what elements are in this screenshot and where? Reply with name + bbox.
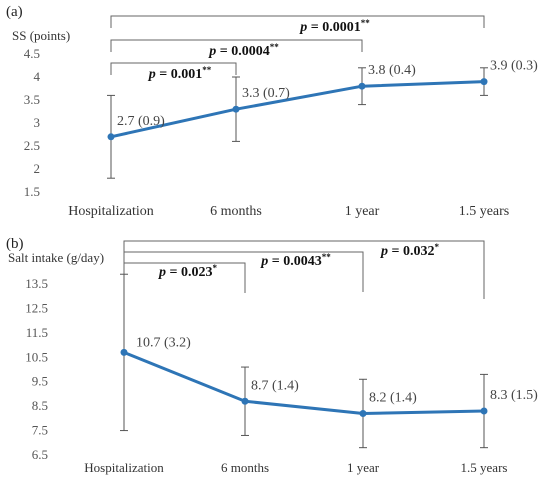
y-tick-label: 11.5 (26, 325, 48, 340)
x-tick-label: 1.5 years (461, 460, 508, 475)
y-tick-label: 3.5 (24, 92, 40, 107)
y-tick-label: 13.5 (25, 276, 48, 291)
data-label: 3.9 (0.3) (490, 59, 538, 74)
y-tick-label: 4.5 (24, 46, 40, 61)
series-line (123, 351, 485, 415)
y-tick-label: 7.5 (32, 423, 48, 438)
data-point (358, 82, 366, 90)
significance-bracket (110, 62, 237, 75)
y-tick-label: 6.5 (32, 447, 48, 462)
p-value-label: p = 0.023* (158, 263, 217, 280)
panel-label: (a) (6, 4, 23, 20)
x-tick-label: 6 months (210, 204, 262, 219)
data-label: 8.2 (1.4) (369, 390, 417, 405)
x-tick-label: 1.5 years (459, 204, 510, 219)
p-value-label: p = 0.0004** (208, 42, 279, 59)
data-label: 2.7 (0.9) (117, 114, 165, 129)
data-point (480, 78, 488, 86)
data-point (359, 409, 367, 417)
y-axis-label: Salt intake (g/day) (8, 250, 104, 265)
data-point (241, 397, 249, 405)
y-tick-label: 9.5 (32, 374, 48, 389)
x-tick-label: 1 year (347, 460, 380, 475)
data-label: 10.7 (3.2) (136, 335, 191, 350)
x-tick-label: Hospitalization (68, 204, 154, 219)
data-label: 3.3 (0.7) (242, 86, 290, 101)
y-tick-label: 2 (34, 161, 41, 176)
p-value-label: p = 0.001** (148, 65, 212, 82)
p-value-label: p = 0.0001** (299, 18, 370, 35)
x-tick-label: Hospitalization (84, 460, 164, 475)
data-point (120, 348, 128, 356)
y-tick-label: 1.5 (24, 184, 40, 199)
data-point (480, 407, 488, 415)
data-point (232, 105, 240, 113)
data-label: 3.8 (0.4) (368, 63, 416, 78)
p-value-label: p = 0.032* (380, 242, 439, 259)
y-tick-label: 8.5 (32, 398, 48, 413)
data-label: 8.7 (1.4) (251, 378, 299, 393)
y-axis-label: SS (points) (12, 28, 70, 43)
significance-bracket (123, 262, 246, 293)
series-line (110, 80, 485, 139)
y-tick-label: 12.5 (25, 300, 48, 315)
significance-bracket (123, 240, 485, 299)
y-tick-label: 3 (34, 115, 41, 130)
p-value-label: p = 0.0043** (260, 252, 331, 269)
x-tick-label: 1 year (345, 204, 380, 219)
x-tick-label: 6 months (221, 460, 269, 475)
y-tick-label: 4 (34, 69, 41, 84)
significance-bracket (123, 251, 364, 292)
y-tick-label: 10.5 (25, 349, 48, 364)
data-point (107, 133, 115, 141)
data-label: 8.3 (1.5) (490, 388, 538, 403)
panel-label: (b) (6, 236, 24, 252)
significance-bracket (110, 15, 485, 28)
significance-bracket (110, 39, 363, 52)
y-tick-label: 2.5 (24, 138, 40, 153)
